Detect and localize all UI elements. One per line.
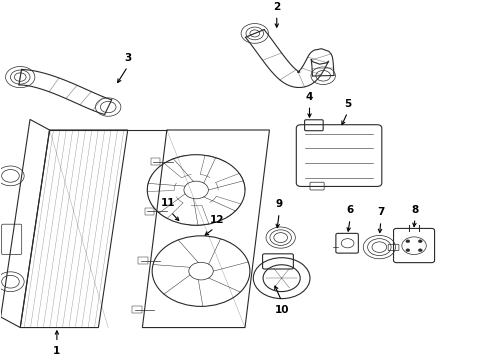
- Text: 4: 4: [306, 92, 313, 102]
- Circle shape: [406, 249, 410, 252]
- Text: 8: 8: [412, 205, 418, 215]
- Text: 5: 5: [344, 99, 351, 109]
- Text: 2: 2: [273, 2, 280, 12]
- Text: 12: 12: [210, 215, 224, 225]
- Text: 9: 9: [276, 199, 283, 210]
- Text: 3: 3: [124, 53, 131, 63]
- Text: 6: 6: [346, 205, 354, 215]
- Text: 11: 11: [161, 198, 175, 208]
- Text: 1: 1: [53, 346, 60, 356]
- Circle shape: [418, 240, 422, 243]
- Circle shape: [418, 249, 422, 252]
- Text: 7: 7: [377, 207, 385, 217]
- Text: 10: 10: [274, 305, 289, 315]
- Circle shape: [406, 240, 410, 243]
